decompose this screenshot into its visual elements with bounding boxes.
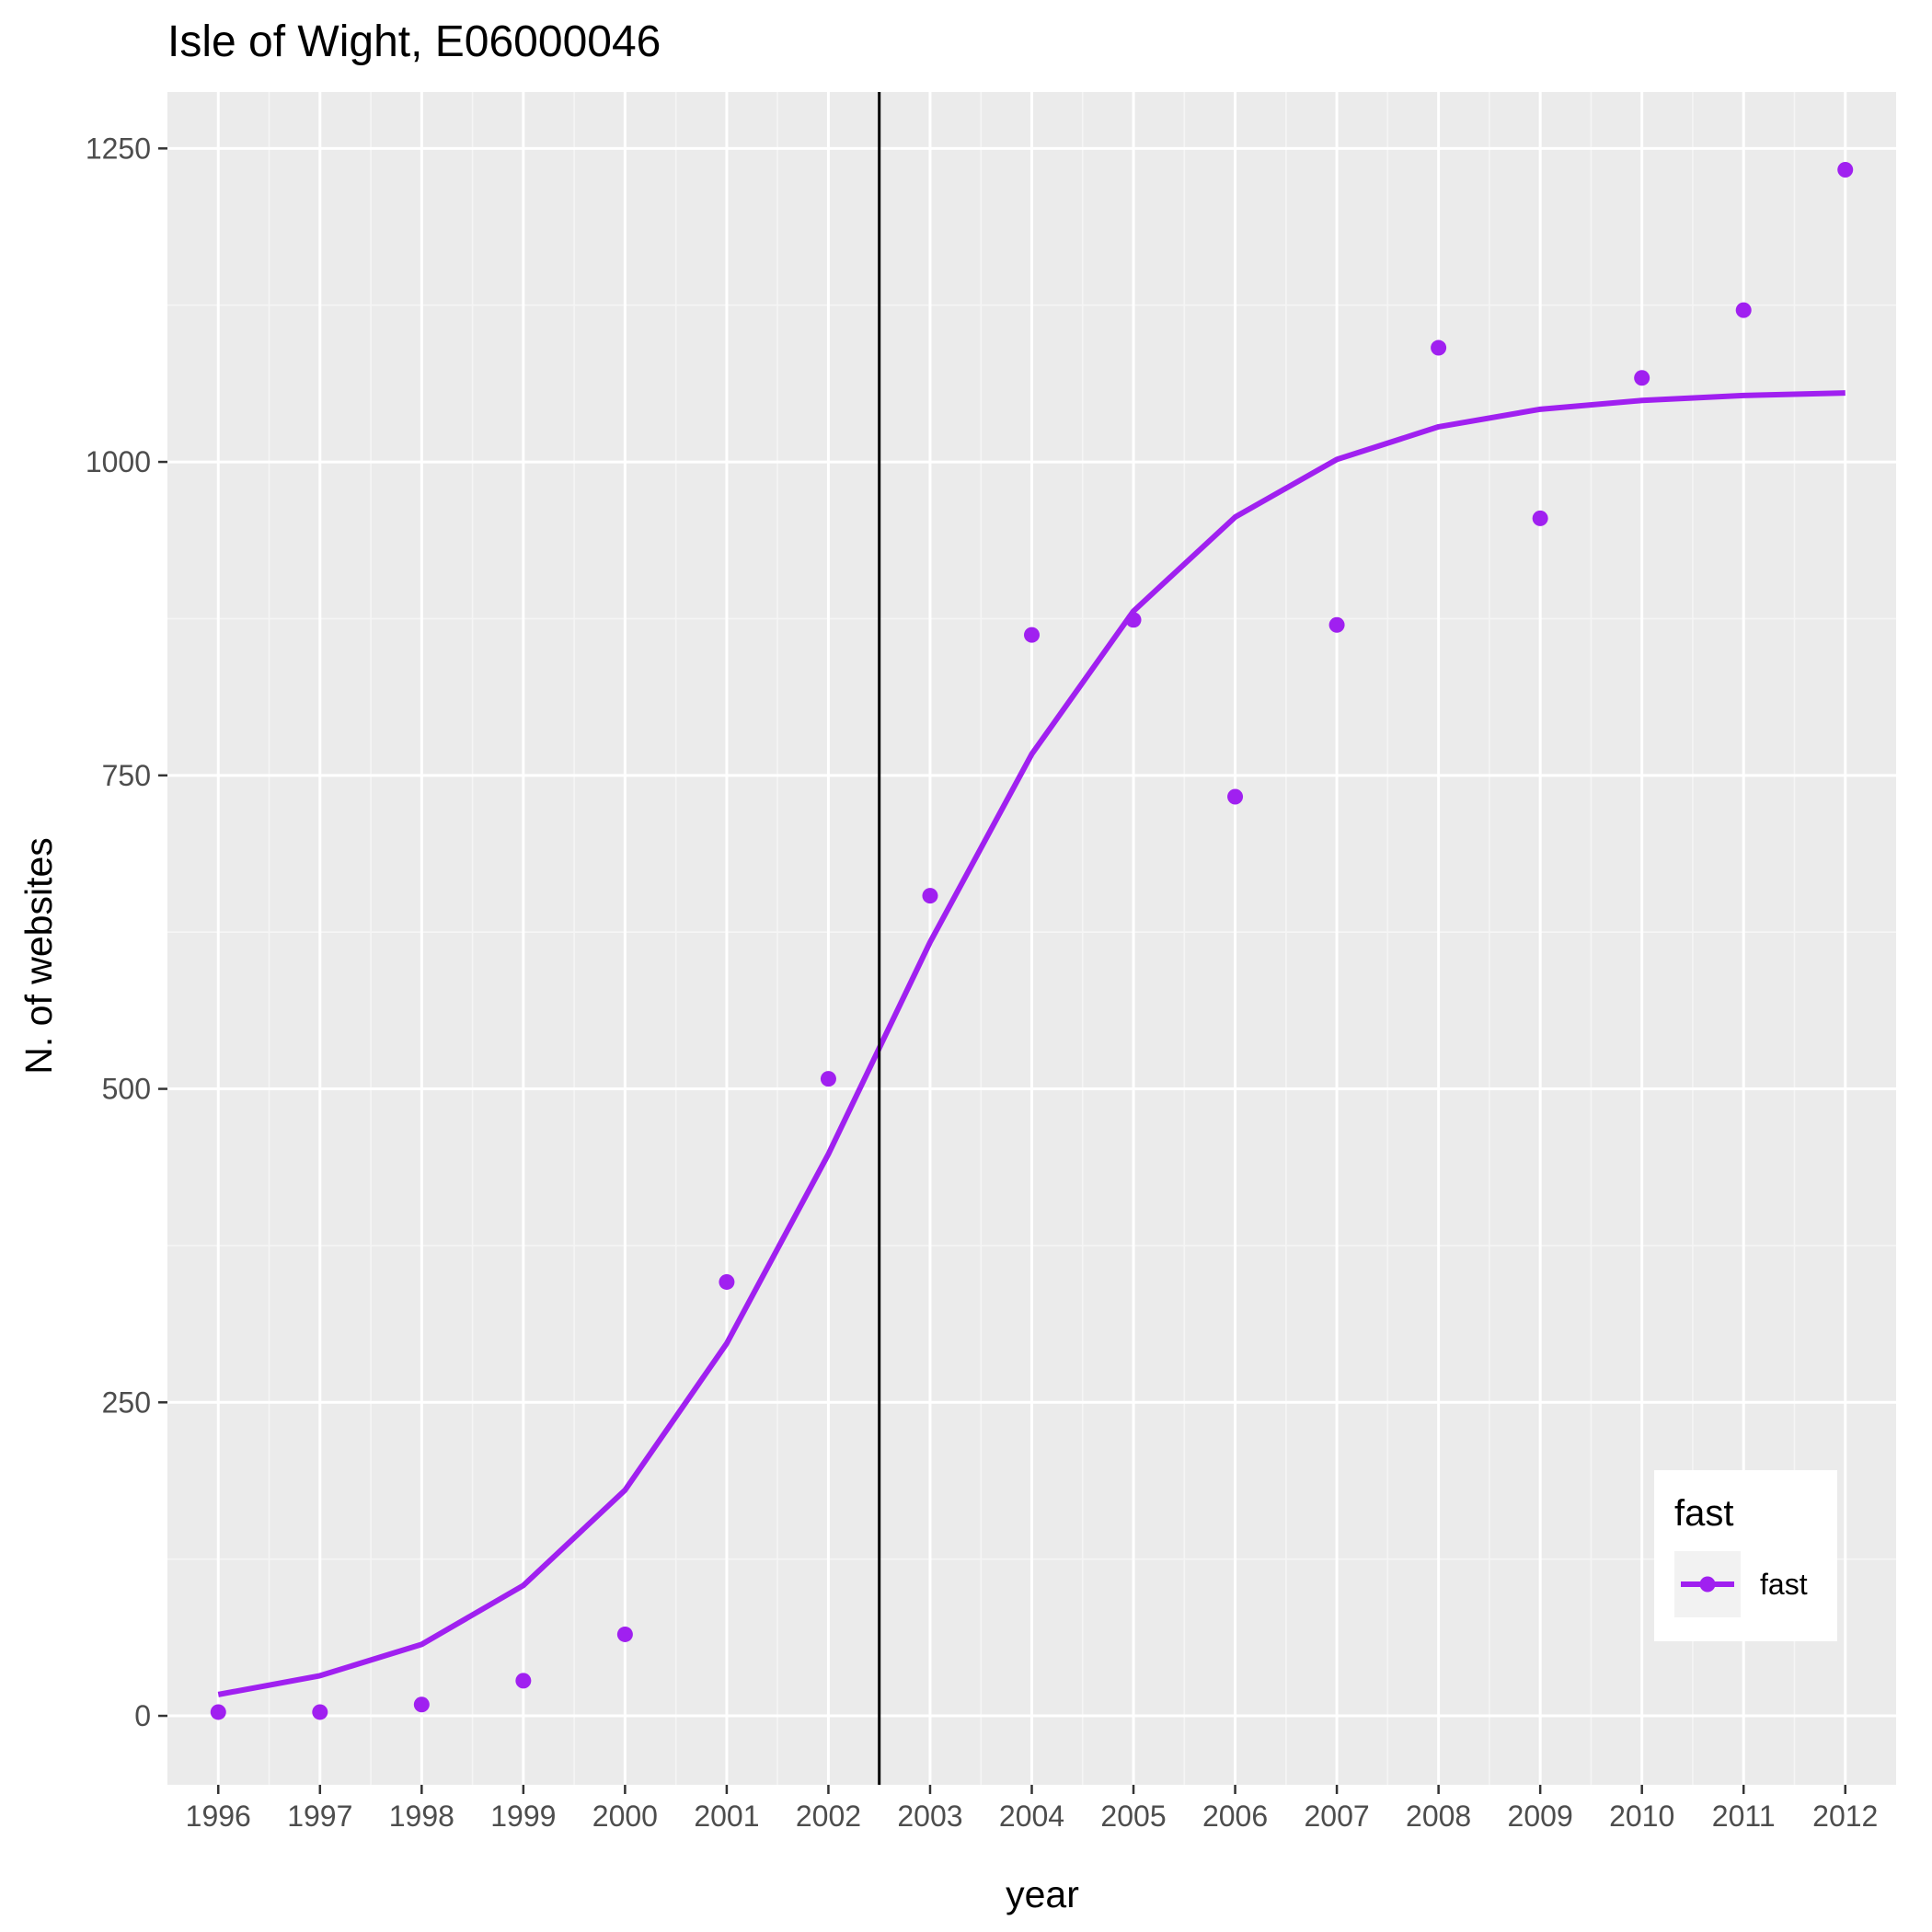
legend-entry-label: fast xyxy=(1760,1568,1808,1601)
x-tick-label: 1999 xyxy=(490,1800,556,1833)
series-fit-line xyxy=(217,390,1846,1697)
chart-title: Isle of Wight, E06000046 xyxy=(167,17,661,66)
x-tick-label: 2008 xyxy=(1406,1800,1471,1833)
x-tick-label: 2011 xyxy=(1712,1800,1776,1833)
x-tick-label: 2004 xyxy=(999,1800,1064,1833)
y-tick-label: 1250 xyxy=(86,132,151,165)
y-axis-title: N. of websites xyxy=(17,837,60,1075)
x-tick-label: 2007 xyxy=(1304,1800,1369,1833)
x-tick-label: 1998 xyxy=(389,1800,454,1833)
data-point xyxy=(1735,302,1752,318)
legend: fast fast xyxy=(1654,1470,1837,1641)
data-point xyxy=(1837,162,1854,178)
data-point xyxy=(616,1626,633,1642)
y-tick-label: 750 xyxy=(102,759,151,792)
x-tick-label: 2000 xyxy=(592,1800,658,1833)
data-point xyxy=(1227,788,1244,805)
data-point xyxy=(922,888,938,904)
data-point xyxy=(1431,339,1447,356)
data-point xyxy=(515,1673,532,1689)
data-point xyxy=(820,1071,836,1087)
data-point xyxy=(312,1704,328,1720)
data-point xyxy=(1024,627,1040,643)
data-point xyxy=(1634,370,1650,386)
y-tick-label: 1000 xyxy=(86,445,151,478)
data-point xyxy=(719,1273,735,1290)
x-tick-label: 2001 xyxy=(694,1800,759,1833)
x-tick-label: 2009 xyxy=(1508,1800,1573,1833)
data-point xyxy=(1125,612,1142,628)
y-tick-label: 250 xyxy=(102,1386,151,1419)
x-tick-label: 1997 xyxy=(287,1800,352,1833)
x-tick-label: 2002 xyxy=(796,1800,861,1833)
legend-key-point xyxy=(1699,1576,1716,1593)
x-axis-title: year xyxy=(1006,1873,1079,1915)
plot-area xyxy=(167,92,1896,1785)
data-point xyxy=(210,1704,226,1720)
legend-title: fast xyxy=(1674,1493,1733,1534)
x-tick-label: 2006 xyxy=(1202,1800,1268,1833)
x-tick-label: 2010 xyxy=(1609,1800,1674,1833)
data-point xyxy=(1328,616,1345,633)
x-tick-label: 2005 xyxy=(1100,1800,1166,1833)
y-tick-label: 500 xyxy=(102,1073,151,1106)
y-tick-label: 0 xyxy=(134,1699,151,1732)
axes: 1996 1997 1998 1999 2000 2001 2002 2003 2004 2005… xyxy=(86,132,1879,1833)
data-point xyxy=(1532,510,1548,526)
x-tick-label: 1996 xyxy=(186,1800,251,1833)
x-tick-label: 2003 xyxy=(897,1800,962,1833)
data-point xyxy=(413,1696,430,1713)
x-tick-label: 2012 xyxy=(1812,1800,1878,1833)
